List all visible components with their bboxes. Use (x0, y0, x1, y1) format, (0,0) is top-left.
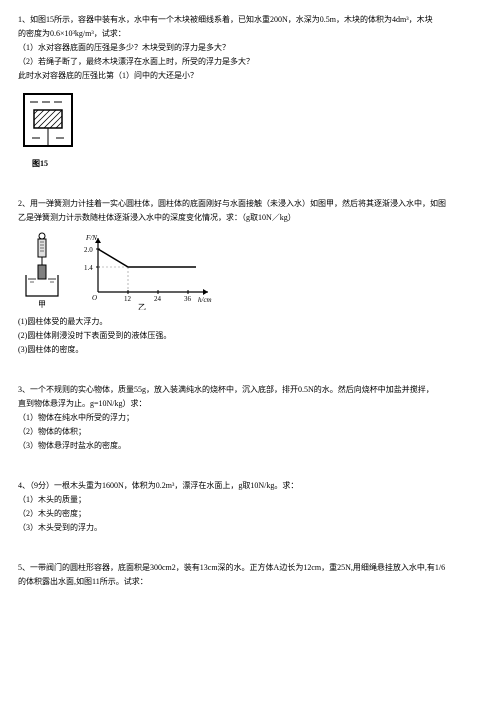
p4-line1: 4、（9分）一根木头重为1600N，体积为0.2m³，漂浮在水面上，g取10N/… (18, 480, 482, 492)
p5-line1: 5、一带阀门的圆柱形容器，底面积是300cm2，装有13cm深的水。正方体A边长… (18, 562, 482, 574)
p3-line4: （2）物体的体积； (18, 426, 482, 438)
p3-line3: （1）物体在纯水中所受的浮力； (18, 412, 482, 424)
p5-line2: 的体积露出水面,如图11所示。试求： (18, 576, 482, 588)
problem-4: 4、（9分）一根木头重为1600N，体积为0.2m³，漂浮在水面上，g取10N/… (18, 480, 482, 534)
ylabel: F/N (85, 234, 97, 242)
p4-line3: （2）木头的密度； (18, 508, 482, 520)
xtick-12: 12 (124, 295, 132, 303)
problem-5: 5、一带阀门的圆柱形容器，底面积是300cm2，装有13cm深的水。正方体A边长… (18, 562, 482, 588)
p1-line3: （1）水对容器底面的压强是多少？木块受到的浮力是多大？ (18, 42, 482, 54)
ytick-14: 1.4 (84, 264, 93, 272)
origin: O (92, 294, 97, 302)
p3-line5: （3）物体悬浮时盐水的密度。 (18, 440, 482, 452)
problem-1: 1、如图15所示，容器中装有水，水中有一个木块被细线系着，已知水重200N，水深… (18, 14, 482, 170)
xlabel: h/cm (198, 296, 212, 304)
fig15-caption: 图15 (18, 158, 482, 170)
figure-15-svg (18, 88, 78, 156)
p3-line1: 3、一个不规则的实心物体，质量55g，放入装满纯水的烧杯中，沉入底部，排开0.5… (18, 384, 482, 396)
p2-line5: (3)圆柱体的密度。 (18, 344, 482, 356)
label-yi: 乙 (138, 303, 146, 310)
p2-line2: 乙是弹簧测力计示数随柱体逐渐浸入水中的深度变化情况，求：（g取10N／kg） (18, 212, 482, 224)
p3-line2: 直到物体悬浮为止。g=10N/kg）求： (18, 398, 482, 410)
p1-line5: 此时水对容器底的压强比第（1）问中的大还是小？ (18, 70, 482, 82)
p4-line4: （3）木头受到的浮力。 (18, 522, 482, 534)
p1-line2: 的密度为0.6×10³kg/m³，试求： (18, 28, 482, 40)
figure-15: 图15 (18, 88, 482, 170)
xtick-36: 36 (184, 295, 192, 303)
problem-3: 3、一个不规则的实心物体，质量55g，放入装满纯水的烧杯中，沉入底部，排开0.5… (18, 384, 482, 452)
p2-line4: (2)圆柱体刚浸没时下表面受到的液体压强。 (18, 330, 482, 342)
figure-2-svg: 甲 F/N h/cm O 2.0 1.4 (18, 230, 218, 310)
p2-line3: (1)圆柱体受的最大浮力。 (18, 316, 482, 328)
problem-2: 2、用一弹簧测力计挂着一实心圆柱体，圆柱体的底面刚好与水面接触（未浸入水）如图甲… (18, 198, 482, 356)
ytick-2: 2.0 (84, 246, 93, 254)
figure-2: 甲 F/N h/cm O 2.0 1.4 (18, 230, 482, 310)
xtick-24: 24 (154, 295, 162, 303)
p2-line1: 2、用一弹簧测力计挂着一实心圆柱体，圆柱体的底面刚好与水面接触（未浸入水）如图甲… (18, 198, 482, 210)
p1-line4: （2）若绳子断了，最终木块漂浮在水面上时，所受的浮力是多大？ (18, 56, 482, 68)
p1-line1: 1、如图15所示，容器中装有水，水中有一个木块被细线系着，已知水重200N，水深… (18, 14, 482, 26)
p4-line2: （1）木头的质量； (18, 494, 482, 506)
label-jia: 甲 (38, 300, 46, 309)
